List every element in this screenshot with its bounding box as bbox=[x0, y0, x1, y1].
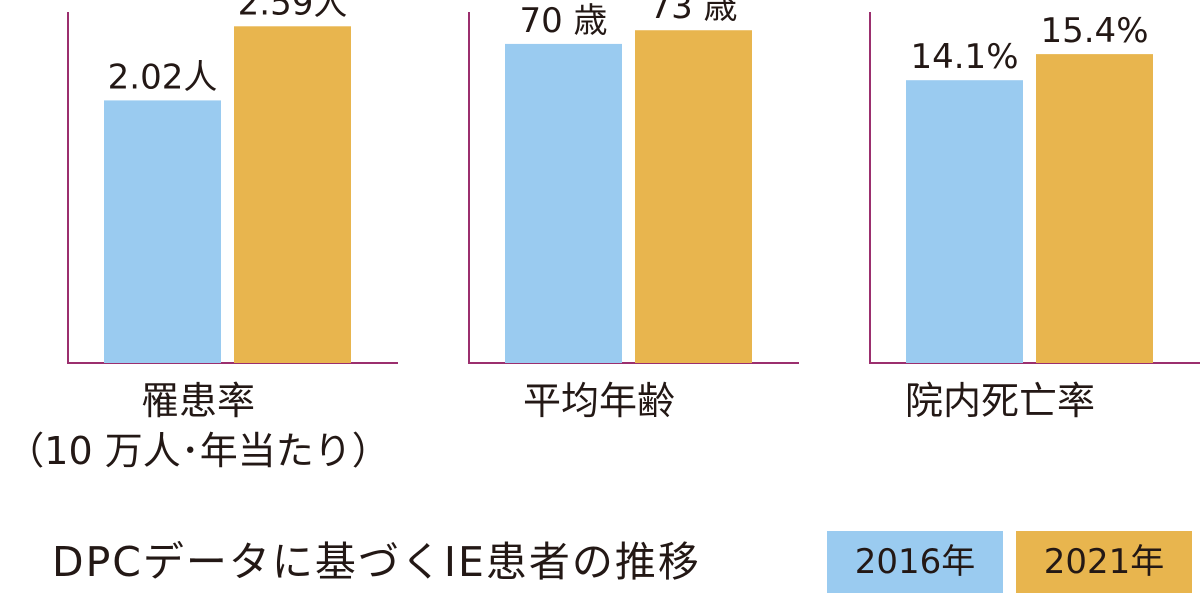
legend-item-2021: 2021年 bbox=[1016, 531, 1192, 593]
bar-value-label: 14.1% bbox=[910, 37, 1018, 77]
bar bbox=[635, 30, 752, 364]
legend-label-2016: 2016年 bbox=[854, 542, 976, 582]
bar bbox=[104, 100, 221, 364]
category-label: （10 万人･年当たり） bbox=[6, 429, 389, 473]
bar bbox=[234, 26, 351, 364]
bar bbox=[505, 43, 622, 364]
bar-value-label: 70 歳 bbox=[519, 1, 607, 41]
category-label: 院内死亡率 bbox=[905, 379, 1095, 423]
category-label: 平均年齢 bbox=[523, 379, 675, 423]
chart-title: DPCデータに基づくIE患者の推移 bbox=[52, 538, 701, 586]
bar-value-label: 2.02人 bbox=[108, 57, 218, 97]
bar bbox=[1036, 54, 1153, 364]
legend-item-2016: 2016年 bbox=[827, 531, 1003, 593]
category-label: 罹患率 bbox=[141, 379, 255, 423]
bar-value-label: 15.4% bbox=[1040, 11, 1148, 51]
bar-value-label: 73 歳 bbox=[649, 0, 737, 27]
bar bbox=[906, 80, 1023, 364]
bar-value-label: 2.59人 bbox=[238, 0, 348, 23]
legend-label-2021: 2021年 bbox=[1043, 542, 1165, 582]
